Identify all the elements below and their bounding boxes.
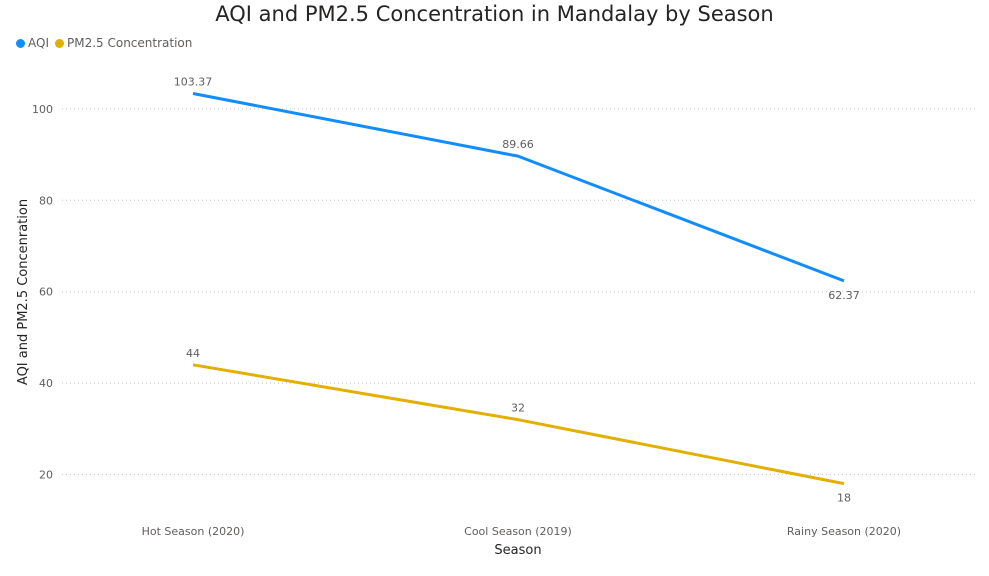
x-tick-label-1: Cool Season (2019) [464,525,572,538]
legend-label-aqi: AQI [28,36,49,50]
y-tick-label-20: 20 [39,469,53,482]
legend-entry-aqi[interactable]: AQI [16,36,49,50]
legend-label-pm25: PM2.5 Concentration [66,36,193,50]
y-tick-label-80: 80 [39,194,53,207]
x-tick-label-0: Hot Season (2020) [142,525,245,538]
data-label-0-2: 62.37 [828,289,860,302]
y-tick-label-100: 100 [32,103,53,116]
x-axis-title: Season [494,543,541,558]
data-label-1-1: 32 [511,402,525,415]
x-axis-ticks: Hot Season (2020) Cool Season (2019) Rainy… [142,525,902,538]
x-tick-label-2: Rainy Season (2020) [787,525,901,538]
y-tick-label-60: 60 [39,286,53,299]
legend-dot-aqi-icon [16,38,25,48]
data-label-1-0: 44 [186,347,200,360]
series-lines [192,92,845,486]
data-label-0-0: 103.37 [174,75,213,88]
series-line-1 [192,363,845,486]
series-line-0 [192,92,845,283]
gridlines [62,108,975,475]
legend: AQI PM2.5 Concentration [16,36,198,50]
y-tick-label-40: 40 [39,377,53,390]
legend-entry-pm25[interactable]: PM2.5 Concentration [54,36,193,50]
data-label-1-2: 18 [837,492,851,505]
y-axis-title: AQI and PM2.5 Concenration [16,199,31,385]
legend-dot-pm25-icon [54,38,64,48]
data-labels: 103.37 89.66 62.37 44 32 18 [174,75,860,504]
data-label-0-1: 89.66 [502,138,534,151]
chart-title: AQI and PM2.5 Concentration in Mandalay … [215,2,774,26]
y-axis-ticks: 20 40 60 80 100 [32,103,53,482]
